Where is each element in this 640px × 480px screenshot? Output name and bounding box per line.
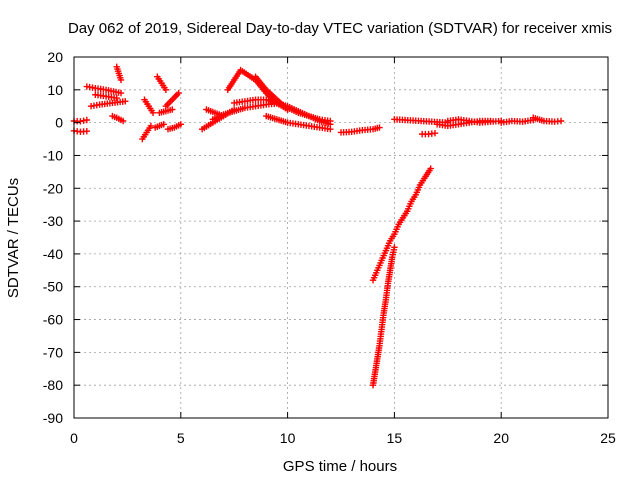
data-point <box>284 106 291 113</box>
data-point <box>113 94 120 102</box>
series-arc-3.2 <box>139 122 155 143</box>
data-point <box>376 124 383 131</box>
y-tick-label: 10 <box>47 82 63 98</box>
y-tick-label: -50 <box>43 279 63 295</box>
series-arc-8.5 <box>252 73 291 113</box>
series-arc-4.3 <box>162 89 182 110</box>
axis-ticks: 0 5 10 15 20 25 20 10 0 -10 -20 -30 -40 -50 -60 -70 -80 -… <box>43 49 616 446</box>
series-arc-14.0 <box>369 165 434 284</box>
series-arc-7.5 <box>231 96 334 128</box>
series-arc-0.6 <box>83 83 125 97</box>
data-points <box>70 63 565 389</box>
y-tick-label: -40 <box>43 246 63 262</box>
series-arc-9.0 <box>263 112 334 133</box>
series-arc-0.8 <box>87 98 129 110</box>
y-tick-label: -60 <box>43 312 63 328</box>
data-point <box>83 116 91 124</box>
data-point <box>431 129 439 137</box>
y-tick-label: -70 <box>43 344 63 360</box>
y-axis-label: SDTVAR / TECUs <box>5 178 22 298</box>
x-tick-label: 0 <box>70 430 78 446</box>
y-tick-label: -80 <box>43 377 63 393</box>
series-arc-14.0b <box>369 244 398 389</box>
data-point <box>327 126 334 133</box>
data-point <box>160 121 167 128</box>
y-tick-label: 0 <box>55 115 63 131</box>
x-tick-label: 15 <box>387 430 403 446</box>
data-point <box>147 122 155 130</box>
series-arc-20.0 <box>498 116 537 126</box>
series-arc-12.5 <box>337 124 383 136</box>
x-tick-label: 25 <box>600 430 616 446</box>
series-arc-21.5 <box>530 114 565 125</box>
data-point <box>557 117 565 125</box>
data-point <box>119 117 127 125</box>
x-axis-label: GPS time / hours <box>283 458 397 475</box>
y-tick-label: -90 <box>43 410 63 426</box>
data-point <box>117 89 125 97</box>
series-arc-1.8 <box>109 112 127 125</box>
series-arc-16.3 <box>418 129 439 138</box>
data-point <box>117 76 125 84</box>
series-arc-3.9 <box>154 73 170 94</box>
grid-lines <box>74 57 608 418</box>
x-tick-label: 5 <box>177 430 185 446</box>
plot-frame <box>73 56 609 419</box>
series-arc-3.3 <box>141 96 157 116</box>
x-tick-label: 10 <box>280 430 296 446</box>
y-tick-label: -30 <box>43 213 63 229</box>
data-point <box>149 109 157 116</box>
y-tick-label: -20 <box>43 180 63 196</box>
series-arc-4.4 <box>164 121 184 133</box>
data-point <box>177 121 184 128</box>
data-point <box>391 244 398 251</box>
data-point <box>83 127 91 135</box>
y-tick-label: -10 <box>43 147 63 163</box>
data-point <box>122 98 129 105</box>
data-point <box>169 106 176 113</box>
chart-title: Day 062 of 2019, Sidereal Day-to-day VTE… <box>68 20 612 37</box>
series-arc-3.8 <box>151 121 167 131</box>
data-point <box>175 89 182 97</box>
y-tick-label: 20 <box>47 49 63 65</box>
series-arc-1.0 <box>92 91 120 102</box>
data-point <box>427 165 434 172</box>
data-point <box>162 86 170 94</box>
series-arc-2.0 <box>113 63 125 84</box>
x-tick-label: 20 <box>493 430 509 446</box>
